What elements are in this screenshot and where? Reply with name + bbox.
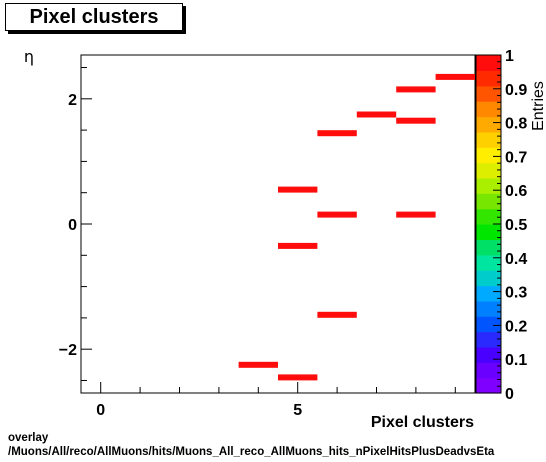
z-tick-label: 1 (505, 48, 514, 65)
cells-layer (238, 73, 475, 381)
z-tick-label: 0 (505, 386, 514, 403)
x-axis-label: Pixel clusters (371, 414, 474, 431)
heatmap-cell (317, 211, 357, 218)
heatmap-cell (278, 374, 318, 381)
heatmap-cell (356, 111, 397, 118)
palette-band (476, 285, 501, 302)
palette-band (476, 346, 501, 363)
heatmap-cell (317, 311, 357, 318)
palette-band (476, 116, 501, 133)
y-tick-label: 0 (68, 217, 77, 234)
z-tick-label: 0.7 (505, 149, 527, 166)
color-palette (475, 54, 502, 394)
heatmap-cell (396, 86, 436, 93)
x-tick-label: 0 (96, 402, 105, 419)
y-axis: −2 0 2 (59, 67, 92, 381)
palette-band (476, 270, 501, 287)
chart-title: Pixel clusters (5, 3, 183, 31)
z-tick-label: 0.9 (505, 82, 527, 99)
palette-band (476, 193, 501, 210)
z-axis: 0 0.1 0.2 0.3 0.4 0.5 0.6 0.7 0.8 0.9 1 (493, 48, 527, 403)
palette-band (476, 254, 501, 271)
z-tick-label: 0.1 (505, 352, 527, 369)
heatmap-cell (278, 242, 318, 249)
palette-band (476, 85, 501, 102)
palette-band (476, 55, 501, 71)
y-tick-label: 2 (68, 92, 77, 109)
z-tick-label: 0.5 (505, 217, 527, 234)
heatmap-cell (278, 186, 318, 193)
z-tick-label: 0.3 (505, 285, 527, 302)
plot-frame (80, 54, 476, 394)
palette-band (476, 377, 501, 394)
heatmap-cell (396, 211, 436, 218)
palette-band (476, 162, 501, 179)
palette-band (476, 177, 501, 194)
palette-band (476, 239, 501, 256)
heatmap-cell (435, 73, 475, 80)
heatmap-cell (238, 361, 278, 368)
palette-band (476, 147, 501, 164)
palette-band (476, 224, 501, 240)
z-tick-label: 0.4 (505, 251, 527, 268)
palette-band (476, 131, 501, 148)
palette-band (476, 362, 501, 379)
palette-band (476, 300, 501, 317)
palette-band (476, 208, 501, 225)
z-tick-label: 0.8 (505, 116, 527, 133)
palette-band (476, 101, 501, 118)
z-tick-label: 0.6 (505, 183, 527, 200)
palette-band (476, 70, 501, 87)
y-tick-label: −2 (59, 342, 77, 359)
footer-line-1: overlay (8, 432, 49, 444)
z-tick-label: 0.2 (505, 318, 527, 335)
heatmap-cell (396, 117, 436, 124)
palette-band (476, 331, 501, 348)
footer: overlay /Muons/All/reco/AllMuons/hits/Mu… (8, 431, 494, 459)
x-tick-label: 5 (293, 402, 302, 419)
footer-line-2: /Muons/All/reco/AllMuons/hits/Muons_All_… (8, 446, 495, 458)
z-axis-label: Entries (530, 81, 546, 131)
y-axis-label: η (24, 47, 34, 66)
heatmap-cell (317, 130, 357, 137)
palette-band (476, 316, 501, 333)
